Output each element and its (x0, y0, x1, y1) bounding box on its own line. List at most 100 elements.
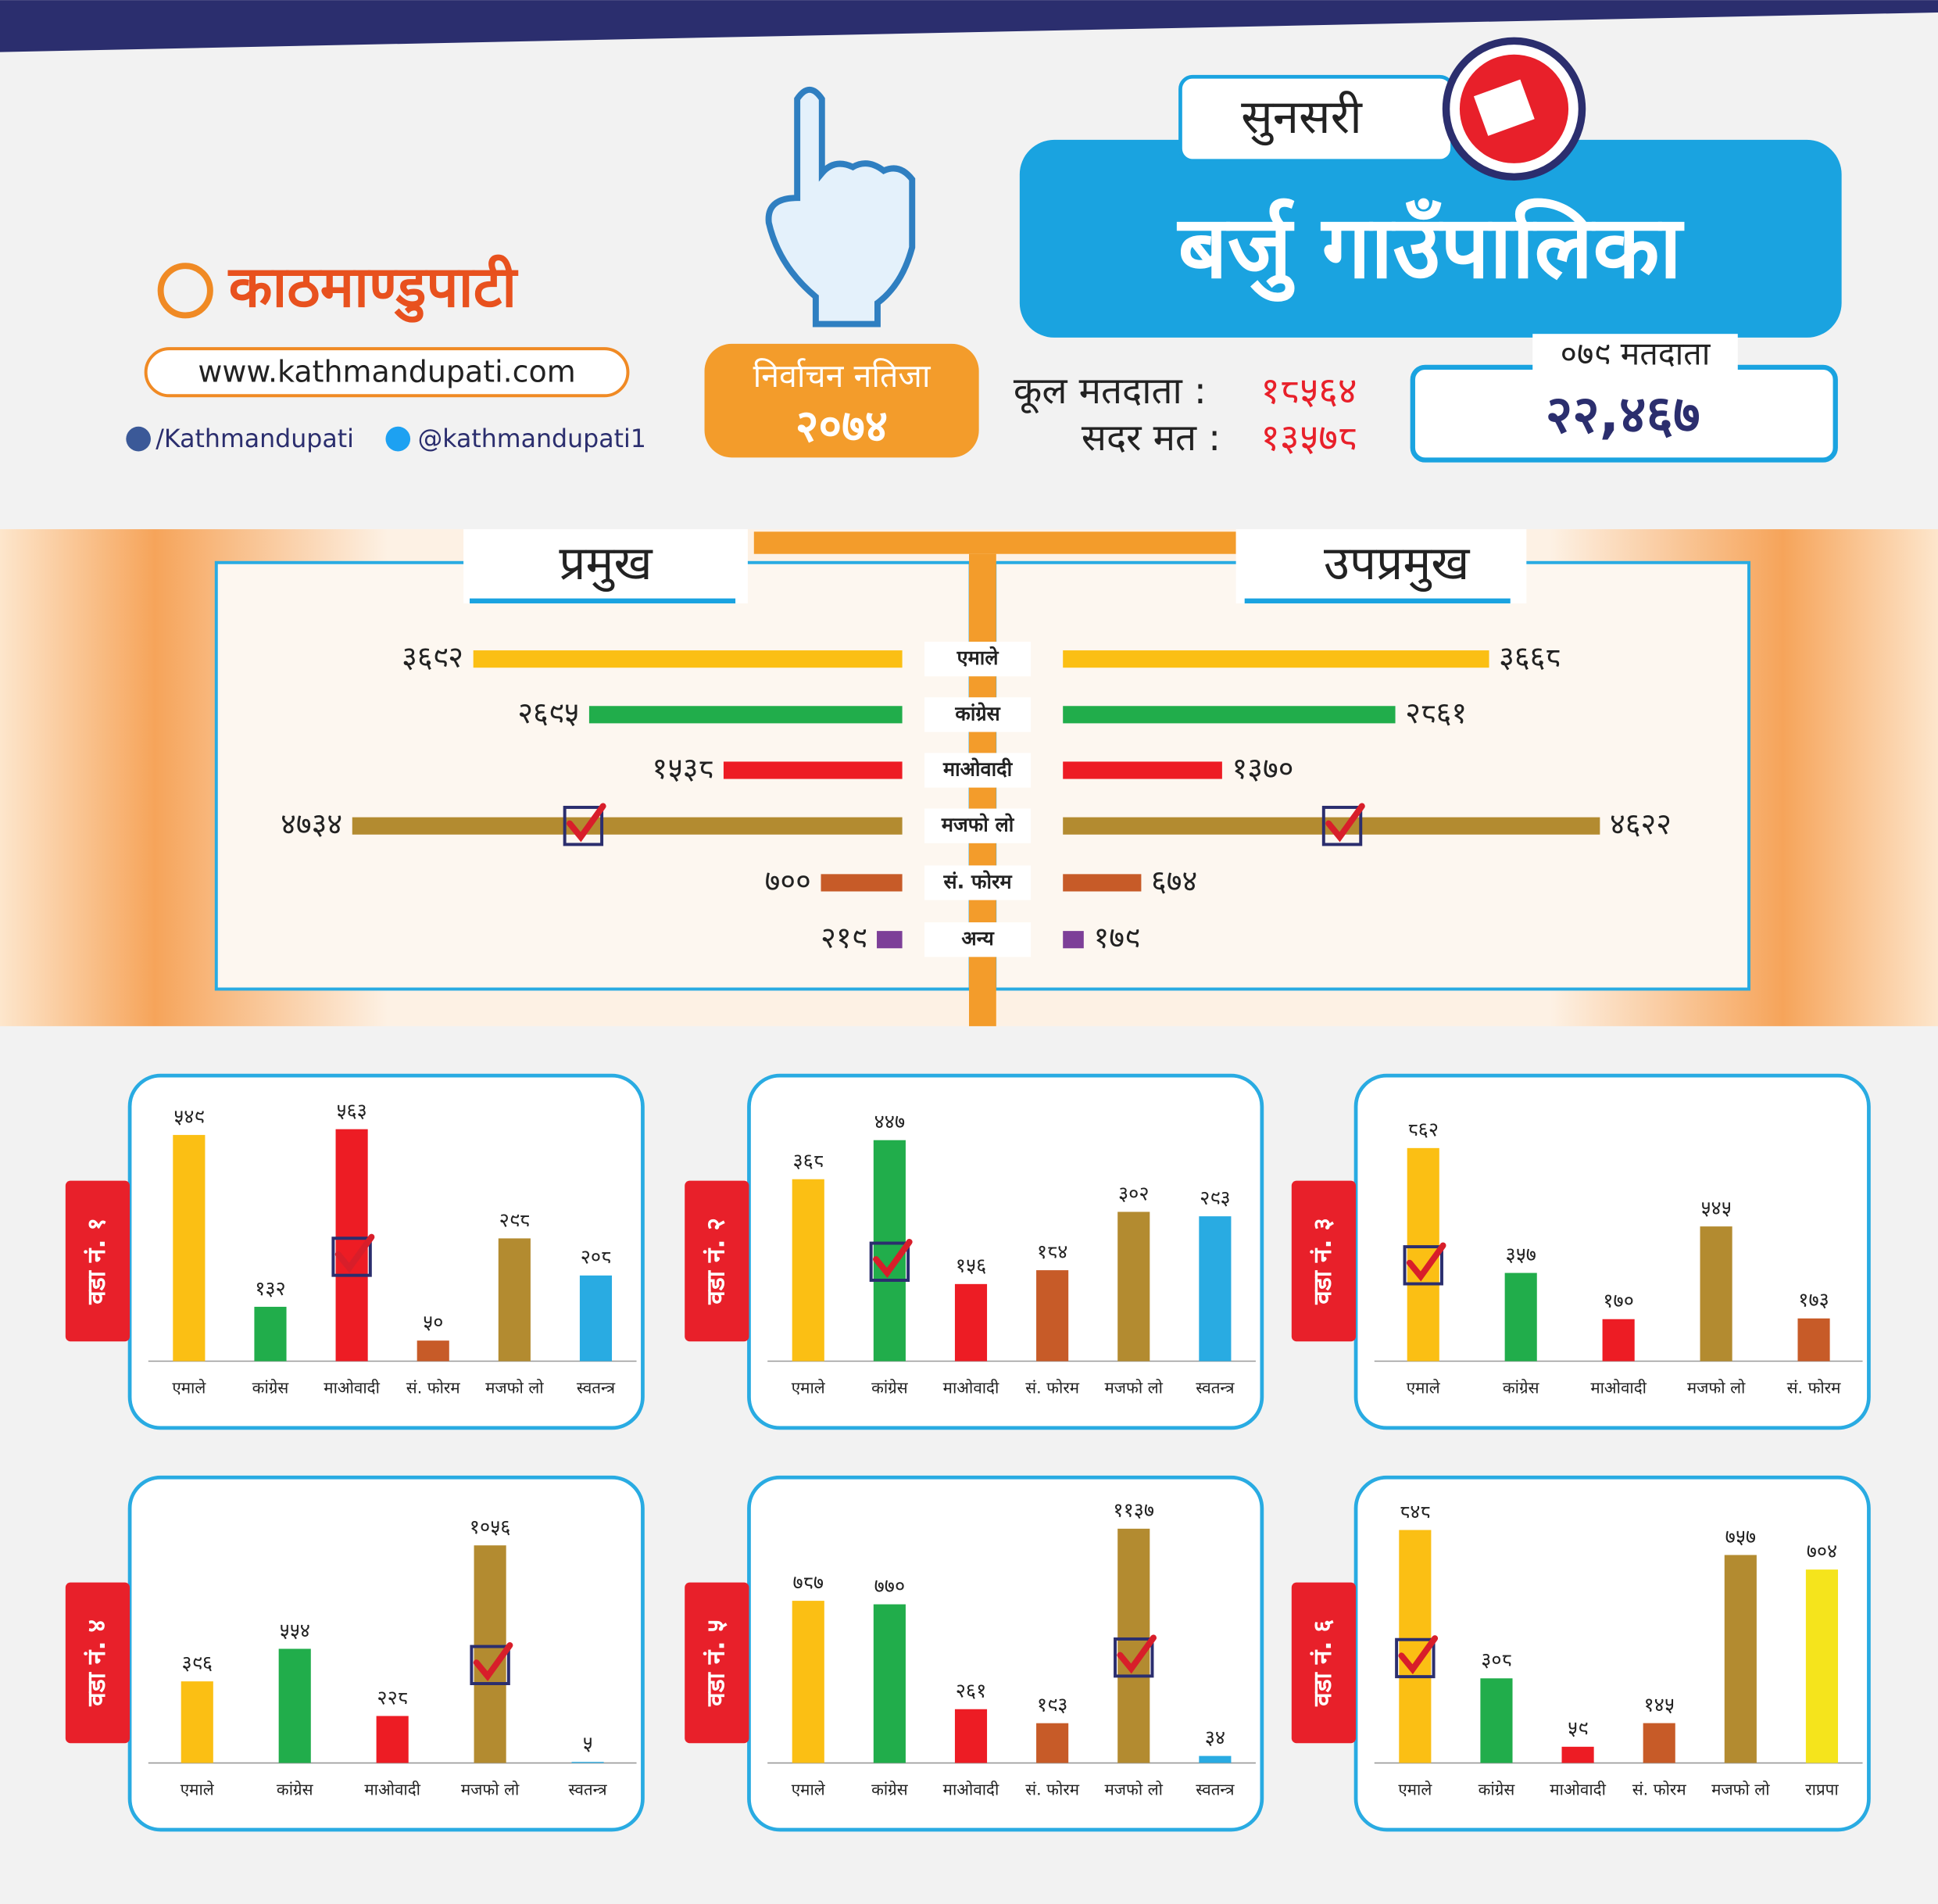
check-box (563, 805, 604, 846)
hand-icon (765, 86, 916, 327)
bar (1063, 761, 1222, 779)
category-chip (924, 753, 1032, 788)
x-tick-label: मजफो लो (461, 1780, 520, 1798)
value-label: २१९ (821, 921, 867, 955)
bar (1797, 1318, 1830, 1362)
bar (588, 706, 903, 724)
x-tick-label: एमाले (1398, 1780, 1432, 1798)
bar (723, 761, 903, 779)
twitter-icon (385, 426, 411, 452)
check-box (331, 1237, 372, 1277)
bar (579, 1275, 613, 1362)
logo: काठमाण्डुपाटी (227, 254, 519, 323)
category-label: एमाले (956, 646, 999, 669)
check-mark (473, 1642, 513, 1682)
check-box (1114, 1637, 1154, 1678)
value-label: ३०८ (1481, 1648, 1511, 1671)
x-tick-label: मजफो लो (1711, 1780, 1770, 1798)
facebook: /Kathmandupati (156, 425, 354, 453)
check-mark (873, 1239, 913, 1278)
value-label: १४५ (1643, 1693, 1674, 1716)
value-label: ११३७ (1113, 1499, 1154, 1522)
check-mark (1325, 803, 1365, 843)
x-tick-label: सं. फोरम (1025, 1780, 1080, 1798)
x-tick-label: सं. फोरम (1787, 1378, 1842, 1397)
bar (877, 931, 903, 949)
x-tick-label: स्वतन्त्र (577, 1378, 616, 1397)
check-mark (1406, 1242, 1446, 1282)
value-label: २६९५ (517, 696, 579, 730)
check-box (1395, 1637, 1436, 1679)
category-chip (924, 865, 1032, 900)
x-tick-label: माओवादी (943, 1378, 999, 1397)
ward-title: वडा नं. ५ (702, 1619, 730, 1707)
value-label: २९८ (499, 1208, 530, 1231)
x-tick-label: सं. फोरम (1025, 1378, 1080, 1397)
bar (181, 1681, 213, 1763)
bar (1643, 1723, 1675, 1763)
category-chip (924, 697, 1032, 732)
bar (473, 650, 903, 668)
bar (254, 1306, 287, 1362)
value-label: १८४ (1037, 1240, 1067, 1263)
x-tick-label: कांग्रेस (252, 1378, 290, 1397)
bar (352, 817, 903, 835)
bar (173, 1135, 206, 1362)
bar (1036, 1270, 1069, 1362)
ballot (1473, 79, 1535, 136)
value-label: १०५६ (470, 1516, 511, 1538)
municipality: बर्जु गाउँपालिका (1177, 198, 1685, 302)
ward-tab (685, 1582, 749, 1744)
bar (821, 874, 903, 892)
value-label: ३४ (1205, 1726, 1225, 1748)
bar (376, 1716, 409, 1763)
bar (792, 1601, 824, 1763)
header-underline (470, 598, 736, 603)
value-label: १७० (1603, 1290, 1633, 1312)
value-label: १५६ (956, 1254, 986, 1277)
value-label: ७०४ (1807, 1540, 1837, 1562)
bar (1063, 650, 1489, 668)
bar (1063, 874, 1142, 892)
bar (1724, 1555, 1757, 1763)
value-label: ७७० (874, 1574, 905, 1597)
category-chip (924, 808, 1032, 843)
value-label: ५६३ (336, 1100, 367, 1122)
value-label: ७०० (765, 864, 811, 898)
x-tick-label: कांग्रेस (1503, 1378, 1540, 1397)
category-label: अन्य (961, 927, 995, 950)
result-year: २०७४ (796, 401, 888, 453)
value-label: ६७४ (1151, 864, 1197, 898)
x-tick-label: एमाले (792, 1780, 826, 1798)
check-mark (1117, 1634, 1157, 1674)
bar (954, 1709, 988, 1763)
x-tick-label: स्वतन्त्र (1196, 1780, 1235, 1798)
x-tick-label: मजफो लो (1105, 1780, 1164, 1798)
value-label: ३५७ (1505, 1243, 1536, 1265)
category-chip (924, 642, 1032, 677)
result-label: निर्वाचन नतिजा (753, 357, 931, 395)
ward-panel (127, 1073, 645, 1430)
bar (1199, 1216, 1232, 1362)
bar (571, 1762, 604, 1763)
x-tick-label: मजफो लो (485, 1378, 544, 1397)
x-tick-label: स्वतन्त्र (1196, 1378, 1235, 1397)
website-pill (144, 347, 630, 398)
x-tick-label: स्वतन्त्र (568, 1780, 607, 1798)
header-tab (1235, 529, 1527, 603)
facebook-icon (126, 426, 151, 452)
bar (1602, 1319, 1635, 1362)
voters-079-label: ०७९ मतदाता (1561, 335, 1711, 373)
value-label: १७३ (1798, 1289, 1829, 1312)
voters-079: २२,४६७ (1546, 384, 1700, 445)
bar (1063, 931, 1084, 949)
check-box (470, 1645, 510, 1685)
bar (873, 1604, 906, 1763)
value-label: ५४९ (173, 1105, 204, 1128)
bar (278, 1648, 311, 1763)
value-label: ७५७ (1725, 1525, 1756, 1548)
bar (1805, 1569, 1839, 1763)
bar (792, 1179, 824, 1362)
x-tick-label: कांग्रेस (1479, 1780, 1516, 1798)
